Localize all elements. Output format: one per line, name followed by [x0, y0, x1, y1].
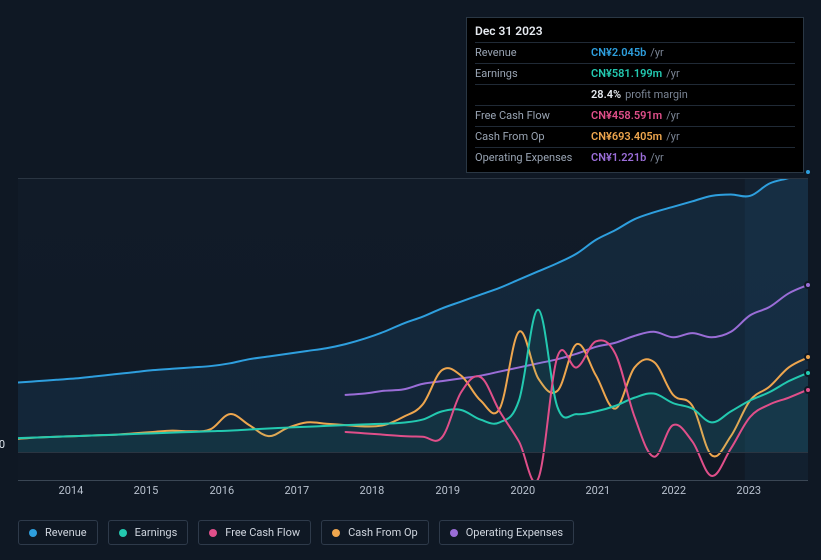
series-end-marker: [804, 168, 812, 176]
tooltip-row: Free Cash FlowCN¥458.591m/yr: [475, 105, 795, 126]
legend-swatch: [209, 529, 217, 537]
tooltip-suffix: /yr: [666, 130, 679, 143]
x-axis-tick: 2021: [585, 484, 610, 497]
x-axis-tick: 2019: [435, 484, 460, 497]
legend-item-earnings[interactable]: Earnings: [108, 520, 189, 545]
x-axis-tick: 2014: [59, 484, 84, 497]
tooltip-metric-value: CN¥2.045b/yr: [591, 45, 664, 61]
legend-label: Revenue: [45, 526, 87, 539]
tooltip-metric-value: CN¥1.221b/yr: [591, 150, 664, 166]
chart-tooltip: Dec 31 2023 RevenueCN¥2.045b/yrEarningsC…: [466, 17, 804, 173]
tooltip-metric-label: Cash From Op: [475, 129, 591, 145]
x-axis-tick: 2017: [284, 484, 309, 497]
tooltip-metric-label: Free Cash Flow: [475, 108, 591, 124]
legend-item-free-cash-flow[interactable]: Free Cash Flow: [198, 520, 311, 545]
tooltip-row: RevenueCN¥2.045b/yr: [475, 42, 795, 63]
tooltip-suffix: /yr: [666, 109, 679, 122]
tooltip-row: 28.4%profit margin: [475, 84, 795, 105]
legend-item-operating-expenses[interactable]: Operating Expenses: [439, 520, 574, 545]
tooltip-suffix: profit margin: [625, 88, 688, 101]
tooltip-row: Cash From OpCN¥693.405m/yr: [475, 126, 795, 147]
tooltip-metric-label: [475, 87, 591, 103]
legend-item-revenue[interactable]: Revenue: [18, 520, 98, 545]
x-axis: 2014 2015 2016 2017 2018 2019 2020 2021 2022 2023: [18, 484, 808, 500]
legend-label: Earnings: [135, 526, 178, 539]
tooltip-suffix: /yr: [666, 67, 679, 80]
tooltip-row: EarningsCN¥581.199m/yr: [475, 63, 795, 84]
x-axis-tick: 2020: [510, 484, 535, 497]
legend-swatch: [450, 529, 458, 537]
x-axis-tick: 2015: [134, 484, 159, 497]
tooltip-date: Dec 31 2023: [475, 24, 795, 42]
tooltip-metric-value: CN¥458.591m/yr: [591, 108, 680, 124]
x-axis-tick: 2016: [209, 484, 234, 497]
legend-swatch: [119, 529, 127, 537]
tooltip-metric-value: CN¥581.199m/yr: [591, 66, 680, 82]
legend-swatch: [332, 529, 340, 537]
series-end-marker: [804, 353, 812, 361]
x-axis-tick: 2018: [360, 484, 385, 497]
financials-chart: CN¥2b CN¥0 -CN¥200m: [18, 160, 808, 500]
series-end-marker: [804, 386, 812, 394]
tooltip-metric-label: Revenue: [475, 45, 591, 61]
tooltip-suffix: /yr: [650, 151, 663, 164]
legend-item-cash-from-op[interactable]: Cash From Op: [321, 520, 429, 545]
tooltip-metric-value: 28.4%profit margin: [591, 87, 688, 103]
y-axis-label: CN¥0: [0, 438, 5, 451]
legend-label: Free Cash Flow: [225, 526, 300, 539]
series-end-marker: [804, 369, 812, 377]
tooltip-metric-label: Operating Expenses: [475, 150, 591, 166]
tooltip-metric-value: CN¥693.405m/yr: [591, 129, 680, 145]
tooltip-suffix: /yr: [650, 46, 663, 59]
tooltip-metric-label: Earnings: [475, 66, 591, 82]
x-axis-tick: 2023: [736, 484, 761, 497]
series-end-marker: [804, 281, 812, 289]
x-axis-tick: 2022: [661, 484, 686, 497]
legend-label: Operating Expenses: [466, 526, 563, 539]
chart-legend: Revenue Earnings Free Cash Flow Cash From O…: [18, 520, 574, 545]
tooltip-row: Operating ExpensesCN¥1.221b/yr: [475, 147, 795, 168]
legend-label: Cash From Op: [348, 526, 418, 539]
legend-swatch: [29, 529, 37, 537]
